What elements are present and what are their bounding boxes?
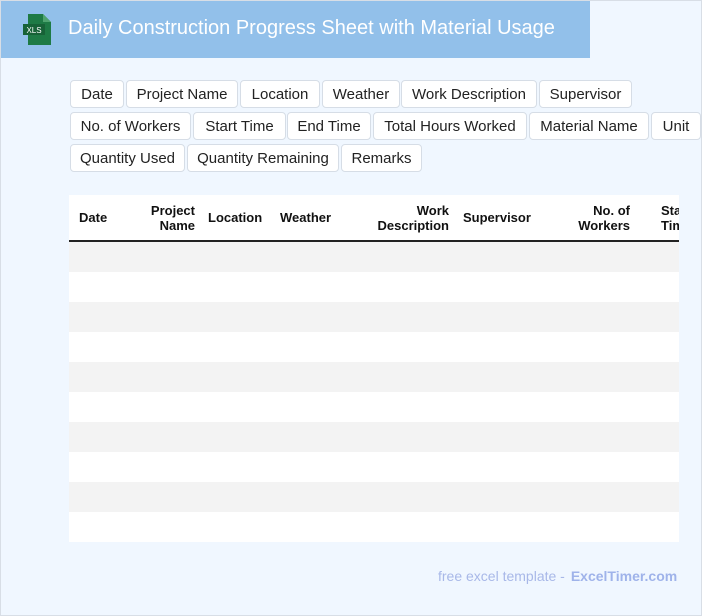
footer-brand-link[interactable]: ExcelTimer.com [570, 568, 678, 584]
field-chip-location[interactable]: Location [240, 80, 320, 108]
field-chip-work-description[interactable]: Work Description [401, 80, 537, 108]
table-row [69, 422, 679, 452]
field-chip-end-time[interactable]: End Time [287, 112, 371, 140]
column-header-date: Date [79, 210, 108, 225]
field-chip-material-name[interactable]: Material Name [529, 112, 649, 140]
column-header-no-of-workers: No. of Workers [578, 202, 630, 233]
column-header-project-name: Project Name [150, 202, 195, 233]
column-header-start-time: Start Time [661, 202, 679, 233]
table-row [69, 242, 679, 272]
field-chip-quantity-remaining[interactable]: Quantity Remaining [187, 144, 339, 172]
field-chip-supervisor[interactable]: Supervisor [539, 80, 632, 108]
field-chip-project-name[interactable]: Project Name [126, 80, 238, 108]
table-header: Date Project Name Location Weather Work … [69, 195, 679, 242]
svg-text:XLS: XLS [26, 26, 41, 35]
xls-file-icon: XLS [23, 14, 51, 45]
table-row [69, 512, 679, 542]
table-row [69, 392, 679, 422]
footer-credit: free excel template - ExcelTimer.com [438, 568, 677, 584]
table-row [69, 452, 679, 482]
field-chip-quantity-used[interactable]: Quantity Used [70, 144, 185, 172]
field-chip-date[interactable]: Date [70, 80, 124, 108]
table-row [69, 482, 679, 512]
page-title: Daily Construction Progress Sheet with M… [68, 17, 555, 39]
column-header-work-description: Work Description [377, 202, 449, 233]
column-header-location: Location [208, 210, 263, 225]
footer-text: free excel template - [438, 568, 565, 584]
field-chip-start-time[interactable]: Start Time [193, 112, 286, 140]
column-header-supervisor: Supervisor [463, 210, 531, 225]
field-chip-weather[interactable]: Weather [322, 80, 400, 108]
table-row [69, 302, 679, 332]
field-chip-no-of-workers[interactable]: No. of Workers [70, 112, 191, 140]
data-table: Date Project Name Location Weather Work … [69, 195, 679, 542]
title-banner: XLS Daily Construction Progress Sheet wi… [1, 1, 590, 58]
column-header-weather: Weather [280, 210, 332, 225]
field-chip-unit[interactable]: Unit [651, 112, 701, 140]
table-row [69, 332, 679, 362]
table-row [69, 272, 679, 302]
table-row [69, 362, 679, 392]
field-chip-total-hours-worked[interactable]: Total Hours Worked [373, 112, 527, 140]
field-chip-remarks[interactable]: Remarks [341, 144, 422, 172]
